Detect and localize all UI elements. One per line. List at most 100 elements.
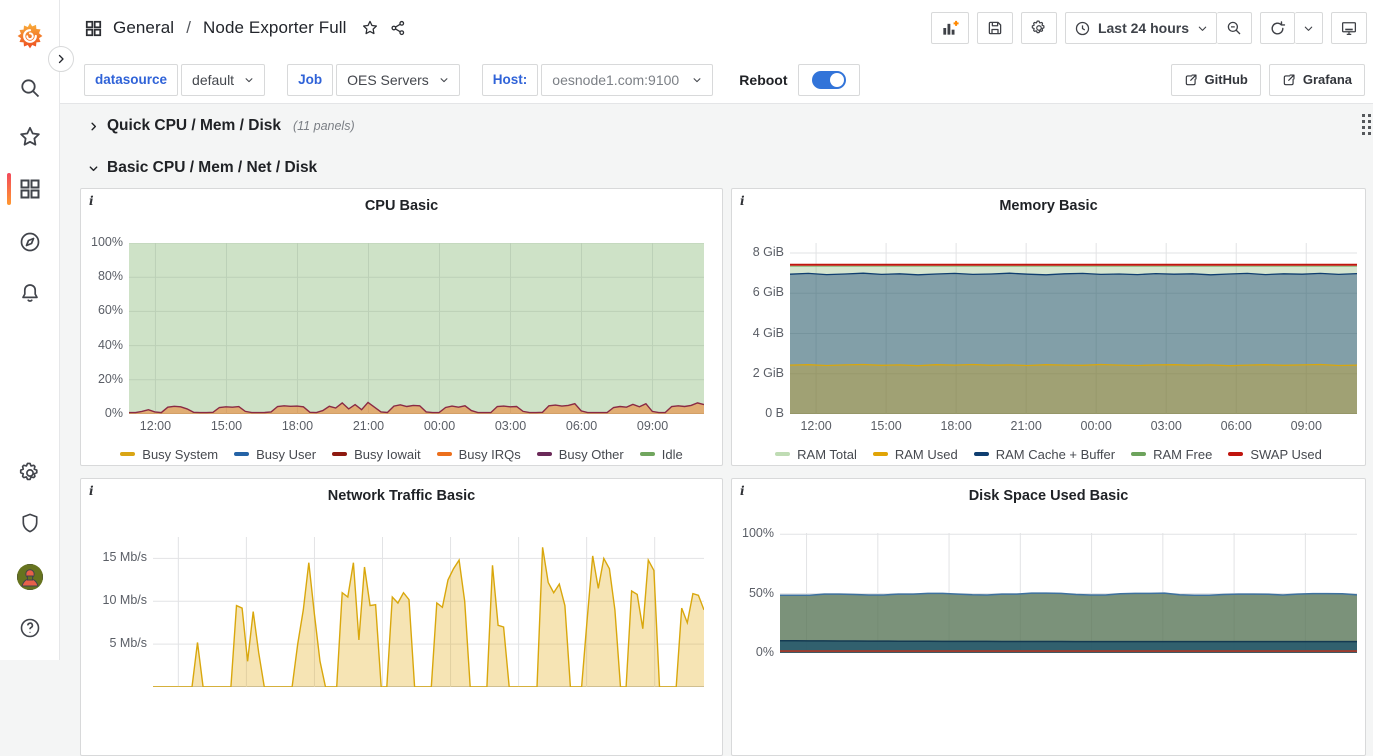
breadcrumb-section[interactable]: General	[113, 18, 174, 38]
x-axis-tick-label: 03:00	[1151, 419, 1182, 433]
legend-item[interactable]: Busy System	[120, 447, 218, 462]
dashboard-grid-icon	[84, 19, 103, 38]
variable-datasource: datasource default	[84, 64, 265, 96]
chevron-down-icon	[439, 75, 449, 85]
github-link-label: GitHub	[1205, 72, 1248, 87]
variable-select[interactable]: OES Servers	[336, 64, 460, 96]
legend-item[interactable]: RAM Total	[775, 447, 857, 462]
y-axis-tick-label: 6 GiB	[753, 285, 784, 299]
cpu-chart: 100%80%60%40%20%0%12:0015:0018:0021:0000…	[89, 243, 714, 463]
y-axis-tick-label: 8 GiB	[753, 245, 784, 259]
row-panel-count: (11 panels)	[293, 119, 355, 133]
nav-toolbar: Last 24 hours	[931, 12, 1367, 44]
variable-value: oesnode1.com:9100	[552, 72, 679, 88]
legend-item[interactable]: Busy Iowait	[332, 447, 420, 462]
x-axis-tick-label: 12:00	[140, 419, 171, 433]
y-axis-tick-label: 40%	[98, 338, 123, 352]
share-dashboard-icon[interactable]	[389, 19, 407, 37]
alerting-bell-icon[interactable]	[18, 281, 42, 305]
legend-item[interactable]: Busy User	[234, 447, 316, 462]
panel-info-icon[interactable]: i	[740, 194, 745, 208]
row-basic-cpu-mem-net-disk[interactable]: Basic CPU / Mem / Net / Disk	[88, 154, 317, 182]
variable-label: Job	[287, 64, 333, 96]
y-axis-tick-label: 100%	[742, 526, 774, 540]
panel-title[interactable]: Disk Space Used Basic	[969, 488, 1129, 504]
panel-cpu-basic: i CPU Basic 100%80%60%40%20%0%12:0015:00…	[80, 188, 723, 466]
x-axis-tick-label: 09:00	[1291, 419, 1322, 433]
legend-item[interactable]: RAM Cache + Buffer	[974, 447, 1115, 462]
cpu-plot-area[interactable]	[129, 243, 704, 414]
star-dashboard-icon[interactable]	[361, 19, 379, 37]
cycle-view-button[interactable]	[1331, 12, 1367, 44]
x-axis-tick-label: 06:00	[566, 419, 597, 433]
row-title: Quick CPU / Mem / Disk	[107, 117, 281, 135]
time-range-label: Last 24 hours	[1098, 20, 1189, 36]
mem-plot-area[interactable]	[790, 243, 1357, 414]
dashboard-settings-button[interactable]	[1021, 12, 1057, 44]
legend-label: RAM Free	[1153, 447, 1212, 462]
variable-select[interactable]: oesnode1.com:9100	[541, 64, 713, 96]
panel-network-traffic-basic: i Network Traffic Basic 15 Mb/s10 Mb/s5 …	[80, 478, 723, 756]
y-axis-tick-label: 5 Mb/s	[109, 636, 147, 650]
x-axis-tick-label: 18:00	[282, 419, 313, 433]
chevron-right-icon	[88, 121, 99, 132]
panel-title[interactable]: CPU Basic	[365, 198, 438, 214]
refresh-button[interactable]	[1260, 12, 1295, 44]
legend-item[interactable]: Busy Other	[537, 447, 624, 462]
variable-value: OES Servers	[347, 72, 429, 88]
add-panel-button[interactable]	[931, 12, 969, 44]
github-link-button[interactable]: GitHub	[1171, 64, 1261, 96]
x-axis-tick-label: 15:00	[211, 419, 242, 433]
help-icon[interactable]	[18, 616, 42, 640]
panel-title[interactable]: Network Traffic Basic	[328, 488, 475, 504]
grafana-logo[interactable]	[15, 21, 45, 51]
zoom-out-time-button[interactable]	[1217, 12, 1252, 44]
legend-swatch	[537, 452, 552, 456]
variable-select[interactable]: default	[181, 64, 265, 96]
legend-label: RAM Cache + Buffer	[996, 447, 1115, 462]
net-plot-area[interactable]	[153, 537, 704, 687]
row-drag-handle[interactable]	[1362, 114, 1373, 140]
row-quick-cpu-mem-disk[interactable]: Quick CPU / Mem / Disk (11 panels)	[88, 112, 355, 140]
reboot-toggle[interactable]	[798, 64, 860, 96]
search-icon[interactable]	[18, 76, 42, 100]
variable-label: datasource	[84, 64, 178, 96]
x-axis-tick-label: 00:00	[1081, 419, 1112, 433]
time-range-picker[interactable]: Last 24 hours	[1065, 12, 1217, 44]
legend-item[interactable]: RAM Free	[1131, 447, 1212, 462]
configuration-gear-icon[interactable]	[17, 461, 42, 486]
legend-item[interactable]: Busy IRQs	[437, 447, 521, 462]
panel-info-icon[interactable]: i	[89, 484, 94, 498]
starred-dashboards-icon[interactable]	[17, 125, 42, 150]
disk-plot-area[interactable]	[780, 533, 1357, 653]
refresh-interval-dropdown[interactable]	[1295, 12, 1323, 44]
y-axis-tick-label: 0%	[756, 645, 774, 659]
legend-label: Busy Iowait	[354, 447, 420, 462]
mem-legend: RAM Total RAM Used RAM Cache + Buffer RAM F…	[740, 444, 1357, 462]
y-axis-tick-label: 15 Mb/s	[103, 550, 147, 564]
legend-label: Busy User	[256, 447, 316, 462]
explore-compass-icon[interactable]	[18, 230, 42, 254]
cpu-legend: Busy System Busy User Busy Iowait Busy IRQs…	[89, 444, 714, 462]
dashboards-icon[interactable]	[18, 177, 42, 201]
legend-swatch	[1228, 452, 1243, 456]
top-nav: General / Node Exporter Full	[60, 0, 1373, 56]
clock-icon	[1074, 20, 1091, 37]
x-axis-tick-label: 06:00	[1221, 419, 1252, 433]
user-avatar[interactable]	[17, 564, 43, 590]
legend-item[interactable]: RAM Used	[873, 447, 958, 462]
panel-info-icon[interactable]: i	[740, 484, 745, 498]
grafana-link-button[interactable]: Grafana	[1269, 64, 1365, 96]
save-dashboard-button[interactable]	[977, 12, 1013, 44]
y-axis-tick-label: 0%	[105, 406, 123, 420]
legend-item[interactable]: SWAP Used	[1228, 447, 1322, 462]
chevron-down-icon	[1197, 23, 1208, 34]
panel-title[interactable]: Memory Basic	[999, 198, 1097, 214]
legend-item[interactable]: Idle	[640, 447, 683, 462]
sidebar-expand-button[interactable]	[48, 46, 74, 72]
server-admin-shield-icon[interactable]	[18, 512, 41, 535]
breadcrumb-title[interactable]: Node Exporter Full	[203, 18, 347, 38]
panel-info-icon[interactable]: i	[89, 194, 94, 208]
legend-swatch	[120, 452, 135, 456]
variable-host: Host: oesnode1.com:9100	[482, 64, 714, 96]
